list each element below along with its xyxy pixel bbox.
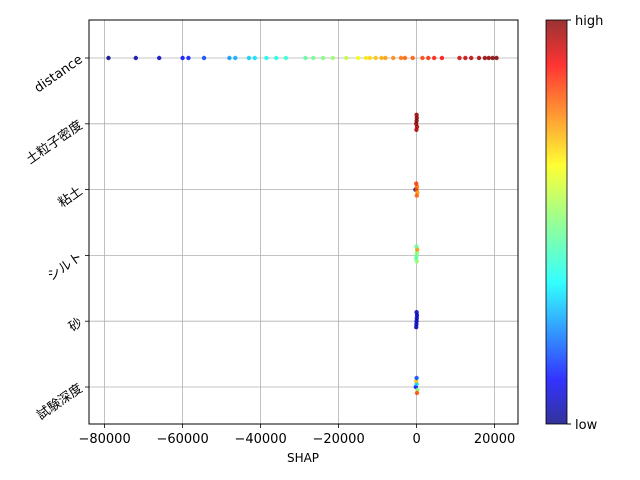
plot-frame bbox=[88, 19, 519, 425]
data-point bbox=[410, 55, 415, 61]
data-point bbox=[414, 325, 419, 330]
data-point bbox=[320, 55, 326, 61]
data-point bbox=[414, 127, 419, 132]
colorbar-gradient bbox=[546, 20, 567, 424]
data-point bbox=[246, 55, 252, 61]
x-tick-label: −40000 bbox=[234, 432, 286, 447]
data-point bbox=[379, 55, 384, 61]
data-point bbox=[383, 55, 388, 61]
data-point bbox=[414, 244, 419, 249]
data-point bbox=[264, 55, 269, 61]
x-tick-label: −80000 bbox=[78, 432, 130, 447]
data-point bbox=[330, 55, 335, 61]
data-point bbox=[398, 55, 404, 61]
data-point bbox=[252, 55, 257, 61]
data-point bbox=[494, 55, 499, 61]
data-point bbox=[457, 55, 462, 61]
colorbar-frame bbox=[545, 19, 568, 425]
data-point bbox=[363, 55, 369, 61]
data-point bbox=[414, 310, 419, 315]
x-tick-label: −60000 bbox=[156, 432, 208, 447]
data-point bbox=[391, 55, 396, 61]
data-point bbox=[201, 55, 207, 61]
data-point bbox=[439, 55, 445, 61]
data-point bbox=[420, 55, 425, 61]
data-point bbox=[482, 55, 488, 61]
data-point bbox=[303, 55, 308, 61]
data-point bbox=[414, 181, 419, 186]
colorbar: high low bbox=[545, 14, 603, 433]
data-point bbox=[367, 55, 372, 61]
data-point bbox=[283, 55, 289, 61]
data-point bbox=[414, 375, 419, 381]
y-tick-label: 土粒子密度 bbox=[23, 117, 85, 167]
colorbar-high-label: high bbox=[575, 14, 603, 29]
data-point bbox=[233, 55, 238, 61]
data-point bbox=[180, 55, 185, 61]
data-point bbox=[469, 55, 474, 61]
y-tick-label: distance bbox=[32, 52, 86, 96]
x-axis-ticks: −80000 −60000 −40000 −20000 0 20000 bbox=[78, 424, 515, 447]
data-point bbox=[486, 55, 491, 61]
data-point bbox=[344, 55, 349, 61]
y-tick-label: シルト bbox=[45, 250, 86, 285]
data-point bbox=[227, 55, 232, 61]
x-tick-label: −20000 bbox=[312, 432, 364, 447]
data-point bbox=[414, 259, 419, 264]
data-point bbox=[157, 55, 162, 61]
data-point bbox=[373, 55, 378, 61]
data-point bbox=[476, 55, 482, 61]
data-point bbox=[311, 55, 316, 61]
data-point bbox=[414, 112, 419, 118]
x-tick-label: 0 bbox=[412, 432, 420, 447]
data-point bbox=[431, 55, 437, 61]
y-tick-label: 粘土 bbox=[56, 184, 86, 211]
x-tick-label: 20000 bbox=[474, 432, 515, 447]
data-point bbox=[106, 55, 111, 61]
data-point bbox=[186, 55, 191, 61]
data-point bbox=[414, 390, 420, 396]
data-point bbox=[402, 55, 408, 61]
data-point bbox=[426, 55, 431, 61]
data-point bbox=[133, 55, 138, 61]
data-point bbox=[274, 55, 279, 61]
y-tick-label: 砂 bbox=[66, 315, 85, 335]
data-point bbox=[490, 55, 495, 61]
data-point bbox=[355, 55, 361, 61]
data-point bbox=[463, 55, 468, 61]
data-points bbox=[106, 55, 499, 396]
grid-lines bbox=[89, 20, 518, 424]
data-point bbox=[414, 193, 419, 198]
y-tick-label: 試験深度 bbox=[34, 380, 86, 423]
colorbar-low-label: low bbox=[575, 418, 598, 433]
x-axis-title: SHAP bbox=[287, 451, 319, 465]
